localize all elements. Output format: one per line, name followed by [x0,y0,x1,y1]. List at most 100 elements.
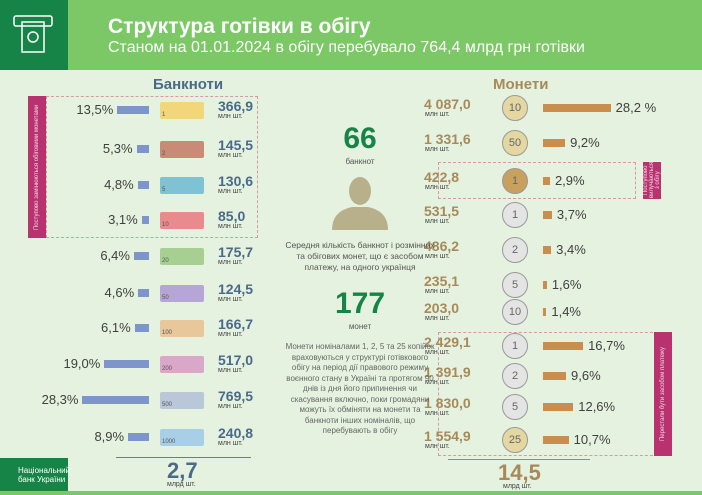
coin-value: 203,0 [424,300,460,316]
banknote-value: 517,0 [218,352,254,368]
coin-image: 1 [502,168,528,194]
banknote-bar [137,181,149,189]
banknote-unit: млн шт. [218,188,243,195]
coin-denom: 10 [508,306,522,318]
coin-denom: 25 [508,434,522,446]
coins-note: Монети номіналами 1, 2, 5 та 25 копійок … [285,342,435,435]
coin-image: 2 [502,363,528,389]
coin-bar [543,372,567,380]
banknote-denom: 20 [162,258,169,264]
coin-unit: млн шт. [425,111,450,118]
banknotes-per-person-label: банкнот [345,157,375,166]
person-icon [330,175,390,235]
coin-unit: млн шт. [425,379,450,386]
banknote-image: 5 [160,177,204,194]
coin-denom: 50 [508,137,522,149]
banknote-image: 50 [160,285,204,302]
coin-pct: 28,2 % [615,100,657,115]
coin-value: 1 554,9 [424,428,471,444]
banknote-pct: 28,3% [41,392,79,407]
coin-bar [543,403,574,411]
banknote-denom: 10 [162,222,169,228]
banknote-image: 10 [160,212,204,229]
coins-total: 14,5 [498,460,541,485]
coin-denom: 2 [511,370,519,382]
banknotes-total-divider [116,457,251,458]
coin-bar [543,104,611,112]
coin-image: 10 [502,95,528,121]
banknote-image: 20 [160,248,204,265]
banknote-pct: 5,3% [102,141,133,156]
coin-pct: 1,4% [551,304,581,319]
brand-name: Національний банк України [18,466,71,484]
page-title: Структура готівки в обігу [108,15,371,38]
banknote-unit: млн шт. [218,367,243,374]
banknote-image: 2 [160,141,204,158]
banknote-bar [133,252,149,260]
coin-bar [543,246,552,254]
banknote-value: 145,5 [218,137,254,153]
coin-image: 25 [502,427,528,453]
banknote-unit: млн шт. [218,403,243,410]
page-subtitle: Станом на 01.01.2024 в обігу перебувало … [108,39,585,56]
coin-image: 1 [502,333,528,359]
banknote-bar [141,216,149,224]
coin-denom: 1 [511,209,519,221]
coin-unit: млн шт. [425,315,450,322]
banknote-pct: 4,8% [104,177,134,192]
banknotes-total: 2,7 [167,458,198,483]
coin-unit: млн шт. [425,443,450,450]
coin-unit: млн шт. [425,349,450,356]
coins-tag-top: Поступово вилучаються з обігу [643,162,661,199]
coin-value: 422,8 [424,169,460,185]
average-description: Середня кількість банкнот і розмінних та… [285,240,435,272]
coin-unit: млн шт. [425,146,450,153]
banknote-bar [134,324,149,332]
coin-pct: 12,6% [578,399,616,414]
banknote-unit: млн шт. [218,152,243,159]
banknote-denom: 100 [162,330,173,336]
coin-denom: 1 [511,340,519,352]
banknote-pct: 19,0% [63,356,101,371]
banknote-bar [82,396,149,404]
coin-unit: млн шт. [425,184,450,191]
banknote-pct: 3,1% [108,212,138,227]
coin-denom: 5 [511,279,519,291]
banknote-unit: млн шт. [218,440,243,447]
coin-unit: млн шт. [425,288,450,295]
banknote-pct: 8,9% [94,429,125,444]
coin-pct: 9,6% [571,368,601,383]
coins-per-person: 177 [334,287,386,320]
banknote-denom: 1000 [162,439,176,445]
coin-bar [543,342,584,350]
banknote-value: 130,6 [218,173,254,189]
coin-denom: 5 [511,401,519,413]
banknote-denom: 5 [162,187,166,193]
banknote-value: 124,5 [218,281,254,297]
coin-pct: 9,2% [570,135,600,150]
banknote-value: 166,7 [218,316,254,332]
coins-tag-bottom: Перестали бути засобом платежу [654,332,672,456]
coin-image: 5 [502,394,528,420]
banknote-pct: 13,5% [76,102,114,117]
coins-total-divider [448,459,590,460]
banknote-denom: 2 [162,151,166,157]
banknote-bar [104,360,149,368]
banknote-unit: млн шт. [218,113,243,120]
banknote-unit: млн шт. [218,259,243,266]
banknotes-total-unit: млрд шт. [167,481,196,488]
banknote-unit: млн шт. [218,223,243,230]
banknote-pct: 6,1% [101,320,131,335]
coin-pct: 16,7% [588,338,625,353]
coin-value: 1 331,6 [424,131,471,147]
coin-denom: 1 [511,175,519,187]
banknote-pct: 4,6% [104,285,135,300]
coin-image: 50 [502,130,528,156]
coin-value: 4 087,0 [424,96,471,112]
banknote-pct: 6,4% [100,248,130,263]
coin-image: 1 [502,202,528,228]
coins-total-unit: млрд шт. [503,483,532,490]
banknote-bar [138,289,149,297]
coin-image: 10 [502,299,528,325]
banknotes-group-box [46,96,258,238]
